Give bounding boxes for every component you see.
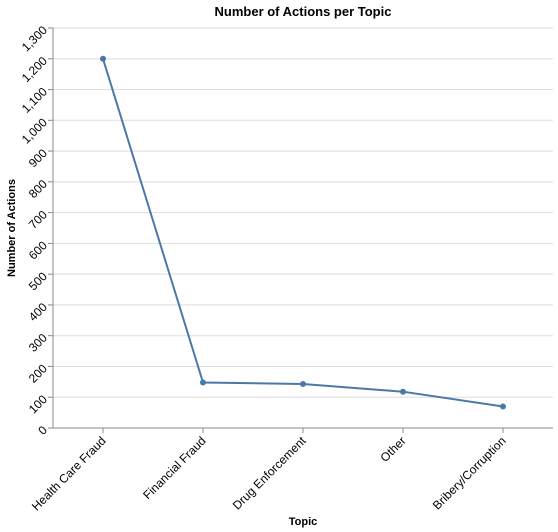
data-point[interactable] [300,381,306,387]
y-tick-label: 600 [26,238,50,262]
y-tick-label: 800 [26,177,50,201]
axis-layer: 01002003004005006007008009001,0001,1001,… [19,23,553,514]
y-tick-label: 100 [26,392,50,416]
y-axis-title: Number of Actions [6,179,18,277]
chart-title: Number of Actions per Topic [215,4,392,19]
y-tick-label: 900 [26,146,50,170]
y-tick-label: 500 [26,269,50,293]
y-tick-label: 700 [26,207,50,231]
x-tick-label: Health Care Fraud [29,434,109,514]
series-line [102,58,504,408]
x-tick-label: Bribery/Corruption [430,434,509,513]
x-axis-title: Topic [289,516,318,528]
data-point[interactable] [100,55,106,62]
x-tick-label: Other [378,434,409,465]
y-tick-label: 1,200 [19,54,50,85]
y-tick-label: 400 [26,300,50,324]
data-point[interactable] [400,388,406,395]
y-tick-label: 1,100 [19,84,50,115]
x-tick-label: Drug Enforcement [230,433,309,512]
data-point[interactable] [500,403,506,410]
y-tick-label: 1,000 [19,115,50,146]
y-tick-label: 300 [26,331,50,355]
y-tick-label: 200 [26,361,50,385]
grid-layer [53,27,553,429]
series-layer [100,55,506,410]
x-tick-label: Financial Fraud [140,434,208,502]
y-tick-label: 0 [35,423,50,438]
data-point[interactable] [200,379,206,386]
y-tick-label: 1,300 [19,23,50,54]
